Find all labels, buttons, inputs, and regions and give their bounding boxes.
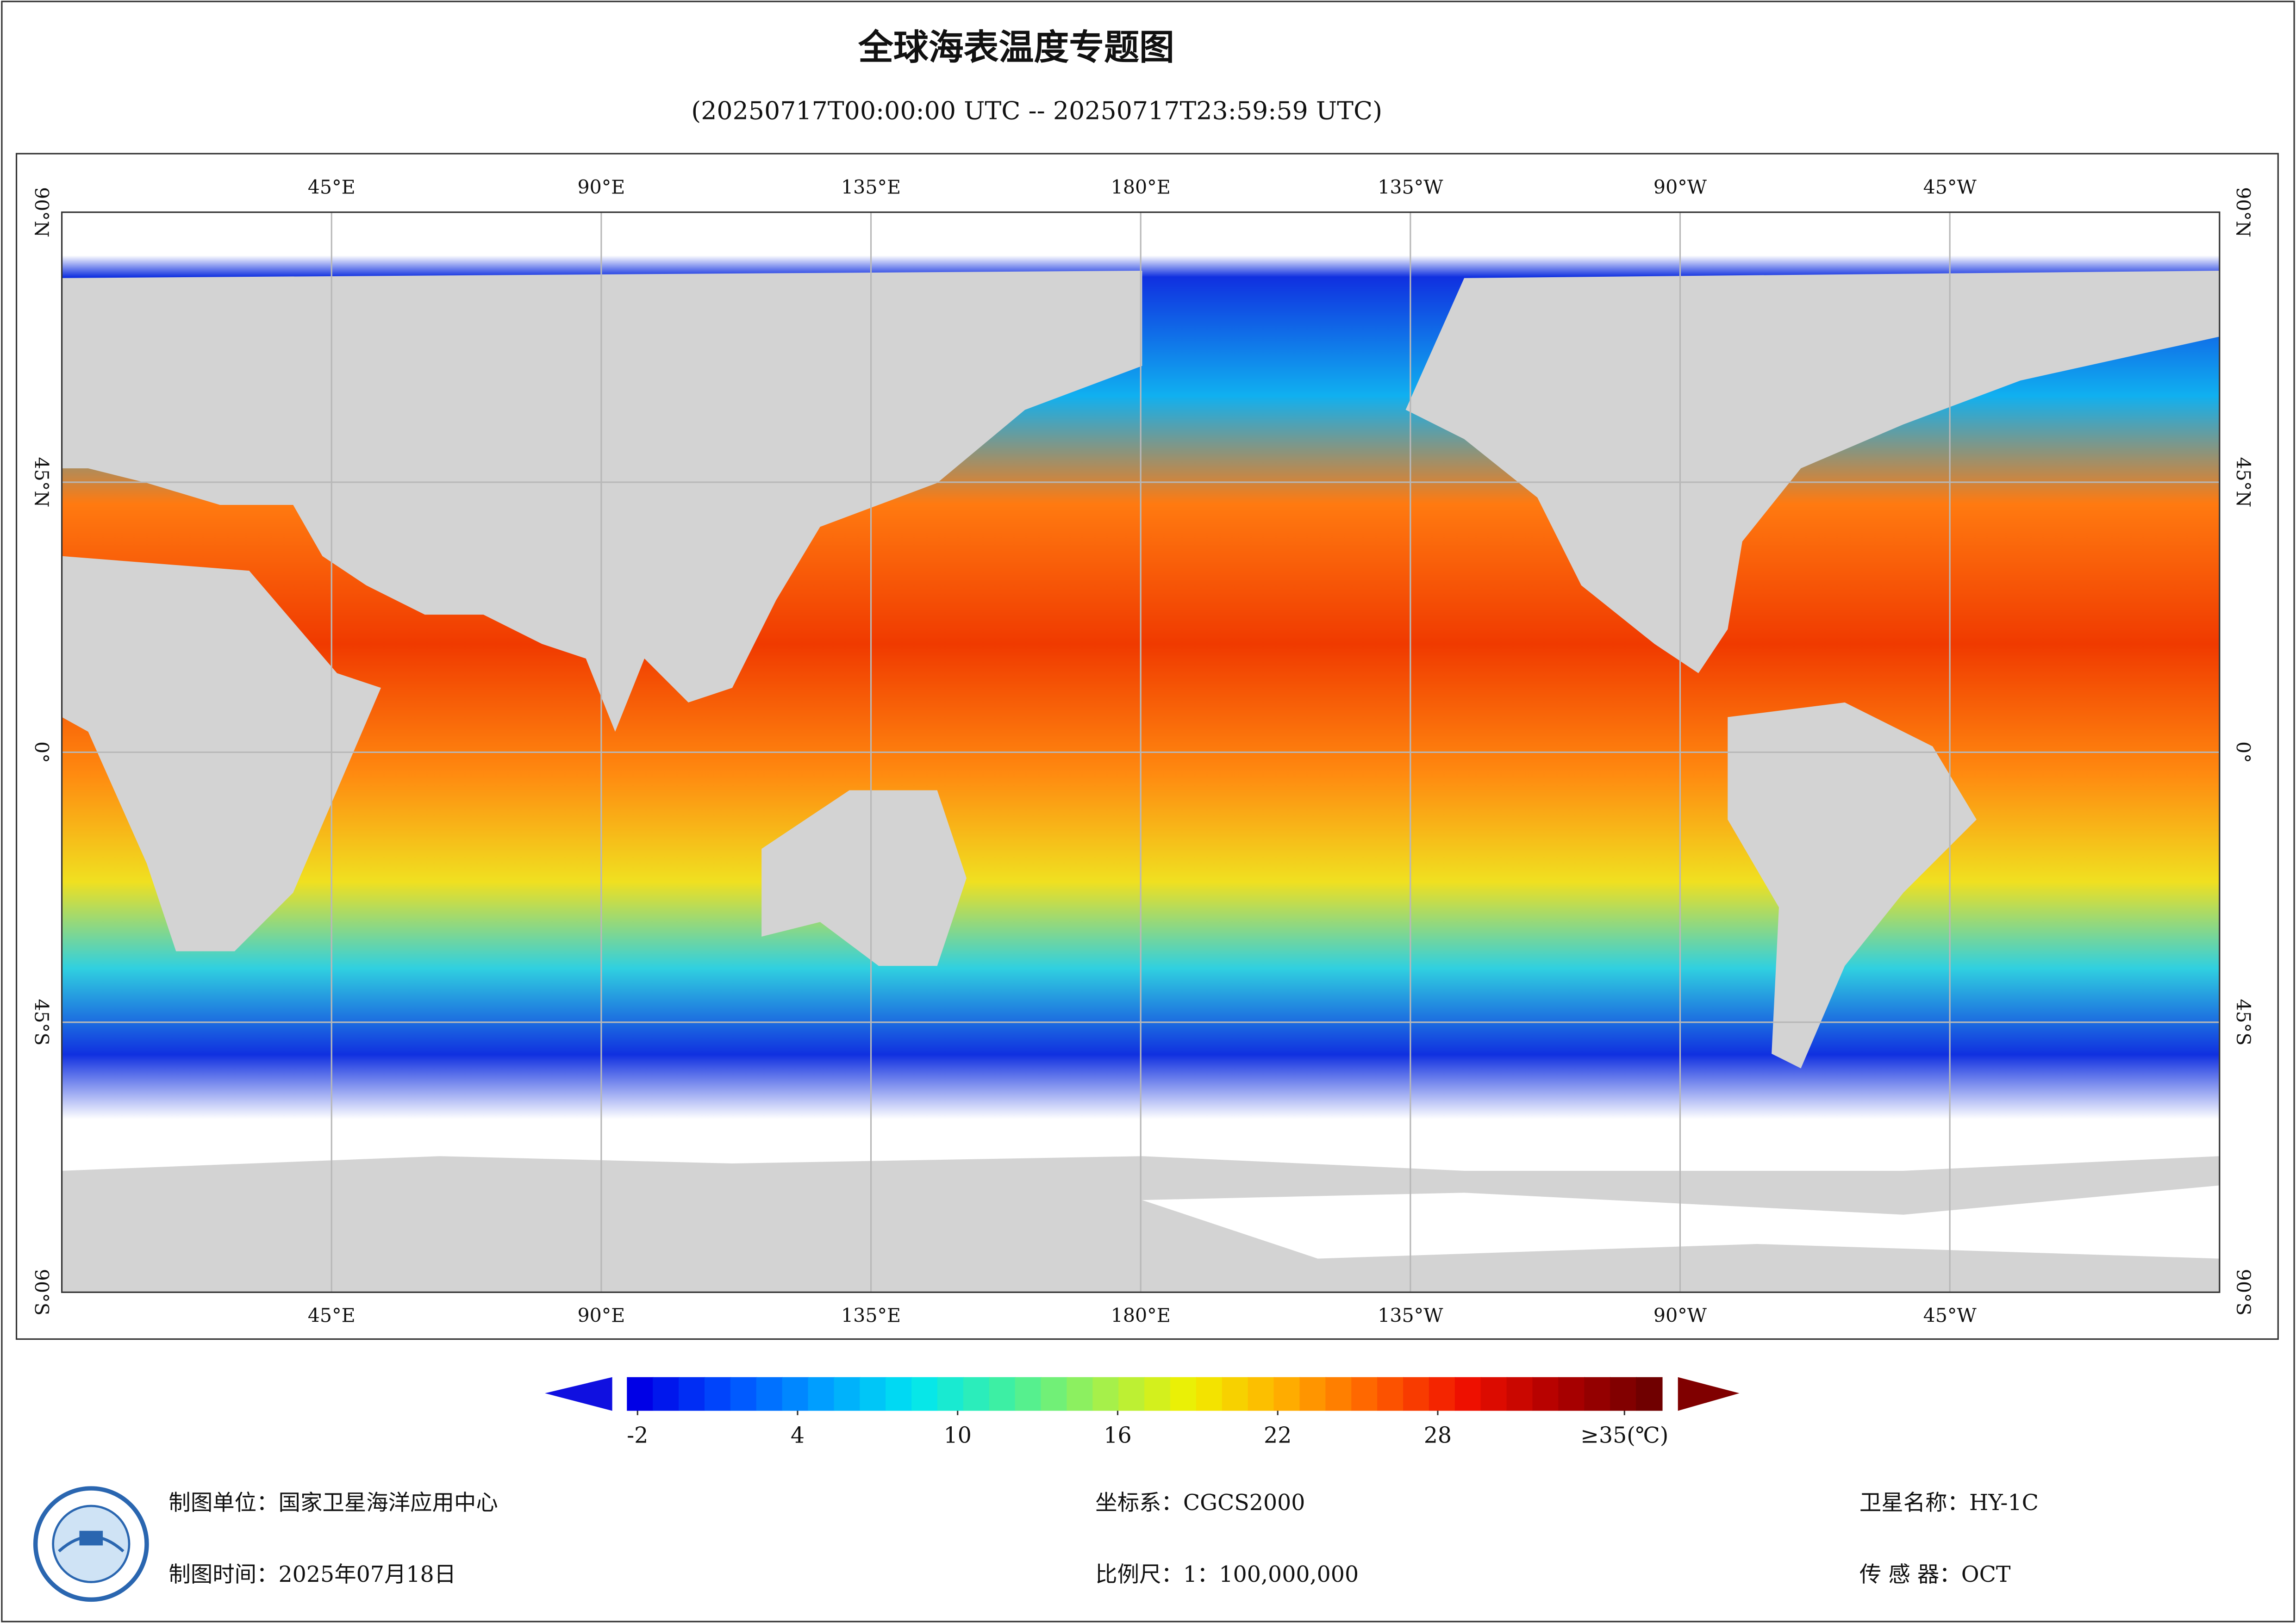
colorbar-segment: [1248, 1377, 1275, 1411]
colorbar-segment: [1299, 1377, 1326, 1411]
colorbar-tick-label: ≥35(℃): [1580, 1423, 1668, 1448]
colorbar-segment: [911, 1377, 938, 1411]
lon-label-bottom: 180°E: [1111, 1305, 1171, 1327]
lat-label-right: 90°S: [2232, 1269, 2254, 1316]
colorbar-high-arrow: [1678, 1377, 1740, 1411]
lon-label-bottom: 45°E: [308, 1305, 356, 1327]
colorbar-segment: [1222, 1377, 1249, 1411]
colorbar-segment: [808, 1377, 835, 1411]
colorbar-tick-label: 22: [1264, 1423, 1292, 1448]
lat-label-left: 90°S: [31, 1269, 53, 1316]
lon-label-bottom: 90°E: [577, 1305, 625, 1327]
footer-crs: 坐标系：CGCS2000: [1095, 1490, 1305, 1516]
lon-label-top: 135°W: [1378, 176, 1443, 198]
colorbar-segment: [1506, 1377, 1534, 1411]
colorbar-segment: [1067, 1377, 1093, 1411]
colorbar-segment: [1532, 1377, 1559, 1411]
footer-unit: 制图单位：国家卫星海洋应用中心: [168, 1490, 498, 1516]
colorbar-tick-label: 16: [1104, 1423, 1131, 1448]
colorbar-segment: [1429, 1377, 1456, 1411]
map-border: [61, 211, 2221, 1293]
lat-label-left: 90°N: [31, 187, 53, 237]
lat-label-right: 0°: [2232, 741, 2254, 763]
lon-label-bottom: 90°W: [1653, 1305, 1707, 1327]
colorbar-segment: [653, 1377, 680, 1411]
colorbar-segment: [1196, 1377, 1223, 1411]
colorbar-tick-label: 10: [944, 1423, 972, 1448]
colorbar-segment: [860, 1377, 886, 1411]
colorbar-segment: [1610, 1377, 1637, 1411]
colorbar-segment: [1403, 1377, 1430, 1411]
colorbar-segment: [704, 1377, 731, 1411]
colorbar-segment: [1558, 1377, 1585, 1411]
lon-label-top: 90°W: [1653, 176, 1707, 198]
colorbar-segment: [1273, 1377, 1301, 1411]
colorbar-segment: [834, 1377, 861, 1411]
colorbar-segment: [1118, 1377, 1145, 1411]
lat-label-left: 45°N: [31, 457, 53, 508]
lat-label-right: 45°N: [2232, 457, 2254, 508]
colorbar-segment: [1636, 1377, 1663, 1411]
colorbar-segment: [730, 1377, 757, 1411]
colorbar-segment: [1092, 1377, 1119, 1411]
colorbar-tick-label: -2: [627, 1423, 648, 1448]
colorbar-segment: [1325, 1377, 1352, 1411]
colorbar-low-arrow: [545, 1377, 612, 1411]
lon-label-top: 45°E: [308, 176, 356, 198]
colorbar-segment: [1480, 1377, 1508, 1411]
footer-sensor: 传 感 器：OCT: [1859, 1562, 2011, 1587]
colorbar-segment: [937, 1377, 964, 1411]
lon-label-top: 135°E: [841, 176, 901, 198]
colorbar-segment: [1351, 1377, 1378, 1411]
lon-label-bottom: 45°W: [1923, 1305, 1977, 1327]
lon-label-top: 180°E: [1111, 176, 1171, 198]
lat-label-right: 90°N: [2232, 187, 2254, 237]
lon-label-top: 90°E: [577, 176, 625, 198]
colorbar-segment: [1377, 1377, 1404, 1411]
lon-label-top: 45°W: [1923, 176, 1977, 198]
logo: [33, 1486, 149, 1602]
lat-label-left: 45°S: [31, 999, 53, 1045]
colorbar-segment: [1144, 1377, 1171, 1411]
subtitle: (20250717T00:00:00 UTC -- 20250717T23:59…: [691, 96, 1382, 125]
colorbar-segment: [1454, 1377, 1482, 1411]
colorbar-tick-label: 4: [791, 1423, 805, 1448]
map-frame: [15, 153, 2279, 1340]
footer-satellite: 卫星名称：HY-1C: [1859, 1490, 2039, 1516]
colorbar-segment: [782, 1377, 809, 1411]
footer-time: 制图时间：2025年07月18日: [168, 1562, 456, 1587]
colorbar-segment: [756, 1377, 783, 1411]
colorbar-segment: [989, 1377, 1016, 1411]
colorbar-segment: [1584, 1377, 1611, 1411]
title: 全球海表温度专题图: [858, 27, 1174, 68]
colorbar-segment: [679, 1377, 705, 1411]
colorbar-segment: [886, 1377, 912, 1411]
colorbar-segment: [627, 1377, 654, 1411]
colorbar-segment: [1041, 1377, 1067, 1411]
lat-label-right: 45°S: [2232, 999, 2254, 1045]
colorbar-tick-label: 28: [1424, 1423, 1452, 1448]
colorbar-segment: [1015, 1377, 1042, 1411]
colorbar-segment: [1170, 1377, 1197, 1411]
lat-label-left: 0°: [31, 741, 53, 763]
footer-scale: 比例尺：1：100,000,000: [1095, 1562, 1359, 1587]
lon-label-bottom: 135°E: [841, 1305, 901, 1327]
lon-label-bottom: 135°W: [1378, 1305, 1443, 1327]
colorbar-segment: [963, 1377, 990, 1411]
